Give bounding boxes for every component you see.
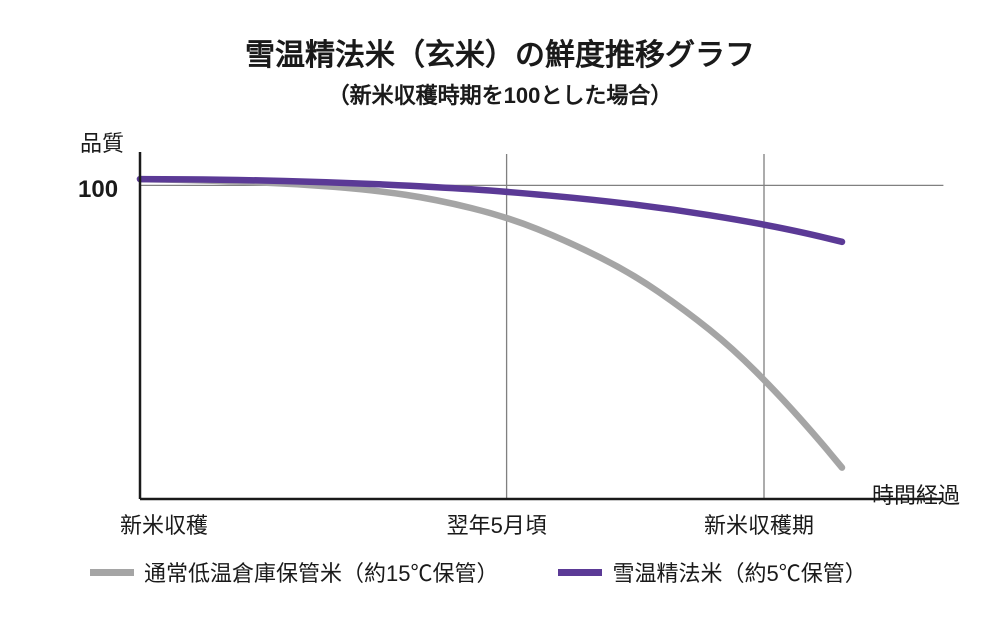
chart-area: 品質 100 時間経過 新米収穫 翌年5月頃 新米収穫期 [40, 126, 960, 556]
legend: 通常低温倉庫保管米（約15℃保管） 雪温精法米（約5℃保管） [40, 556, 960, 588]
chart-container: 雪温精法米（玄米）の鮮度推移グラフ （新米収穫時期を100とした場合） 品質 1… [0, 0, 1000, 608]
legend-item-normal: 通常低温倉庫保管米（約15℃保管） [90, 556, 498, 588]
legend-swatch-snow [558, 569, 602, 576]
legend-swatch-normal [90, 569, 134, 576]
chart-title: 雪温精法米（玄米）の鮮度推移グラフ [40, 30, 960, 74]
legend-label-normal: 通常低温倉庫保管米（約15℃保管） [144, 556, 498, 588]
legend-item-snow: 雪温精法米（約5℃保管） [558, 556, 866, 588]
x-axis-title: 時間経過 [872, 478, 960, 510]
y-tick-100: 100 [78, 176, 118, 204]
x-tick-label: 新米収穫期 [704, 508, 814, 540]
x-tick-label: 翌年5月頃 [447, 508, 547, 540]
y-axis-title: 品質 [80, 126, 124, 158]
legend-label-snow: 雪温精法米（約5℃保管） [612, 556, 866, 588]
chart-subtitle: （新米収穫時期を100とした場合） [40, 78, 960, 110]
chart-svg [40, 126, 960, 556]
x-tick-label: 新米収穫 [120, 508, 208, 540]
